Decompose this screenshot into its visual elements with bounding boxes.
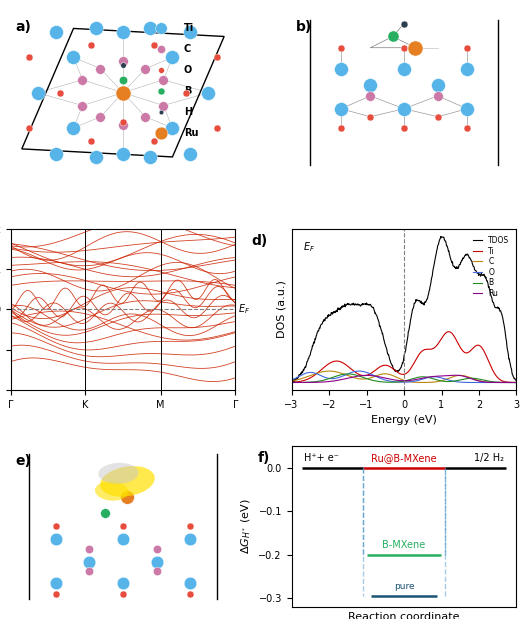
Text: $E_F$: $E_F$ <box>303 240 315 254</box>
B <box>288 379 295 386</box>
O <box>513 379 520 386</box>
TDOS <box>410 305 416 312</box>
Text: Ru: Ru <box>184 128 198 138</box>
TDOS <box>288 378 295 386</box>
Ellipse shape <box>100 466 155 496</box>
O <box>396 378 402 386</box>
O <box>423 374 429 382</box>
Ru <box>422 374 428 381</box>
TDOS <box>437 233 444 240</box>
Ru <box>453 371 459 379</box>
Line: Ti: Ti <box>291 332 516 383</box>
Ti <box>509 379 515 386</box>
O <box>509 379 515 386</box>
Ellipse shape <box>95 481 129 501</box>
TDOS <box>395 368 402 375</box>
Text: pure: pure <box>394 582 414 591</box>
Line: B: B <box>291 374 516 383</box>
Line: O: O <box>291 371 516 383</box>
C <box>509 379 515 386</box>
C <box>397 375 403 383</box>
Text: O: O <box>184 65 192 75</box>
C <box>473 376 480 384</box>
Line: TDOS: TDOS <box>291 236 516 382</box>
X-axis label: Energy (eV): Energy (eV) <box>371 415 437 425</box>
TDOS <box>513 377 520 384</box>
B <box>513 379 520 386</box>
Text: C: C <box>184 45 191 54</box>
Ti <box>288 379 295 386</box>
B <box>345 370 351 378</box>
Y-axis label: DOS (a.u.): DOS (a.u.) <box>276 280 286 339</box>
Ru <box>513 379 520 386</box>
B <box>411 374 417 382</box>
Ru <box>397 377 403 384</box>
O <box>288 376 295 384</box>
B <box>473 375 480 383</box>
Text: Ti: Ti <box>184 24 194 33</box>
C <box>513 379 520 386</box>
Ti <box>446 328 452 335</box>
O <box>356 367 363 374</box>
C <box>411 378 417 386</box>
Text: f): f) <box>258 451 270 465</box>
Text: B: B <box>184 86 191 96</box>
Ti <box>397 370 403 378</box>
B <box>423 373 429 381</box>
O <box>411 378 417 385</box>
Text: 1/2 H₂: 1/2 H₂ <box>474 453 504 464</box>
Ti <box>513 379 520 386</box>
Text: $E_F$: $E_F$ <box>238 303 250 316</box>
Text: Ru@B-MXene: Ru@B-MXene <box>371 453 437 464</box>
Ti <box>410 361 416 368</box>
Ru <box>473 376 480 384</box>
Ti <box>422 346 428 353</box>
Text: H⁺+ e⁻: H⁺+ e⁻ <box>304 453 339 464</box>
TDOS <box>473 268 480 275</box>
Line: C: C <box>291 371 516 383</box>
Ru <box>509 379 515 386</box>
Ru <box>288 379 295 386</box>
O <box>397 378 403 386</box>
Text: d): d) <box>251 234 267 248</box>
B <box>509 379 515 386</box>
TDOS <box>422 298 428 306</box>
Ti <box>473 342 480 349</box>
Text: b): b) <box>296 20 313 35</box>
Line: Ru: Ru <box>291 375 516 383</box>
B <box>397 378 403 386</box>
Text: H: H <box>184 107 192 117</box>
Ellipse shape <box>98 463 139 484</box>
Ru <box>395 377 402 384</box>
B <box>396 378 402 386</box>
Legend: TDOS, Ti, C, O, B, Ru: TDOS, Ti, C, O, B, Ru <box>470 233 513 301</box>
Ru <box>410 376 416 384</box>
C <box>396 374 402 382</box>
Y-axis label: $\Delta G_{H^*}$ (eV): $\Delta G_{H^*}$ (eV) <box>239 498 253 554</box>
TDOS <box>509 365 515 373</box>
Ti <box>395 369 402 376</box>
C <box>423 379 429 386</box>
X-axis label: Reaction coordinate: Reaction coordinate <box>348 612 460 619</box>
Text: e): e) <box>15 454 31 468</box>
C <box>288 377 295 384</box>
O <box>473 379 480 386</box>
C <box>326 367 332 374</box>
TDOS <box>397 366 403 373</box>
Text: a): a) <box>15 20 31 35</box>
Text: B-MXene: B-MXene <box>383 540 426 550</box>
